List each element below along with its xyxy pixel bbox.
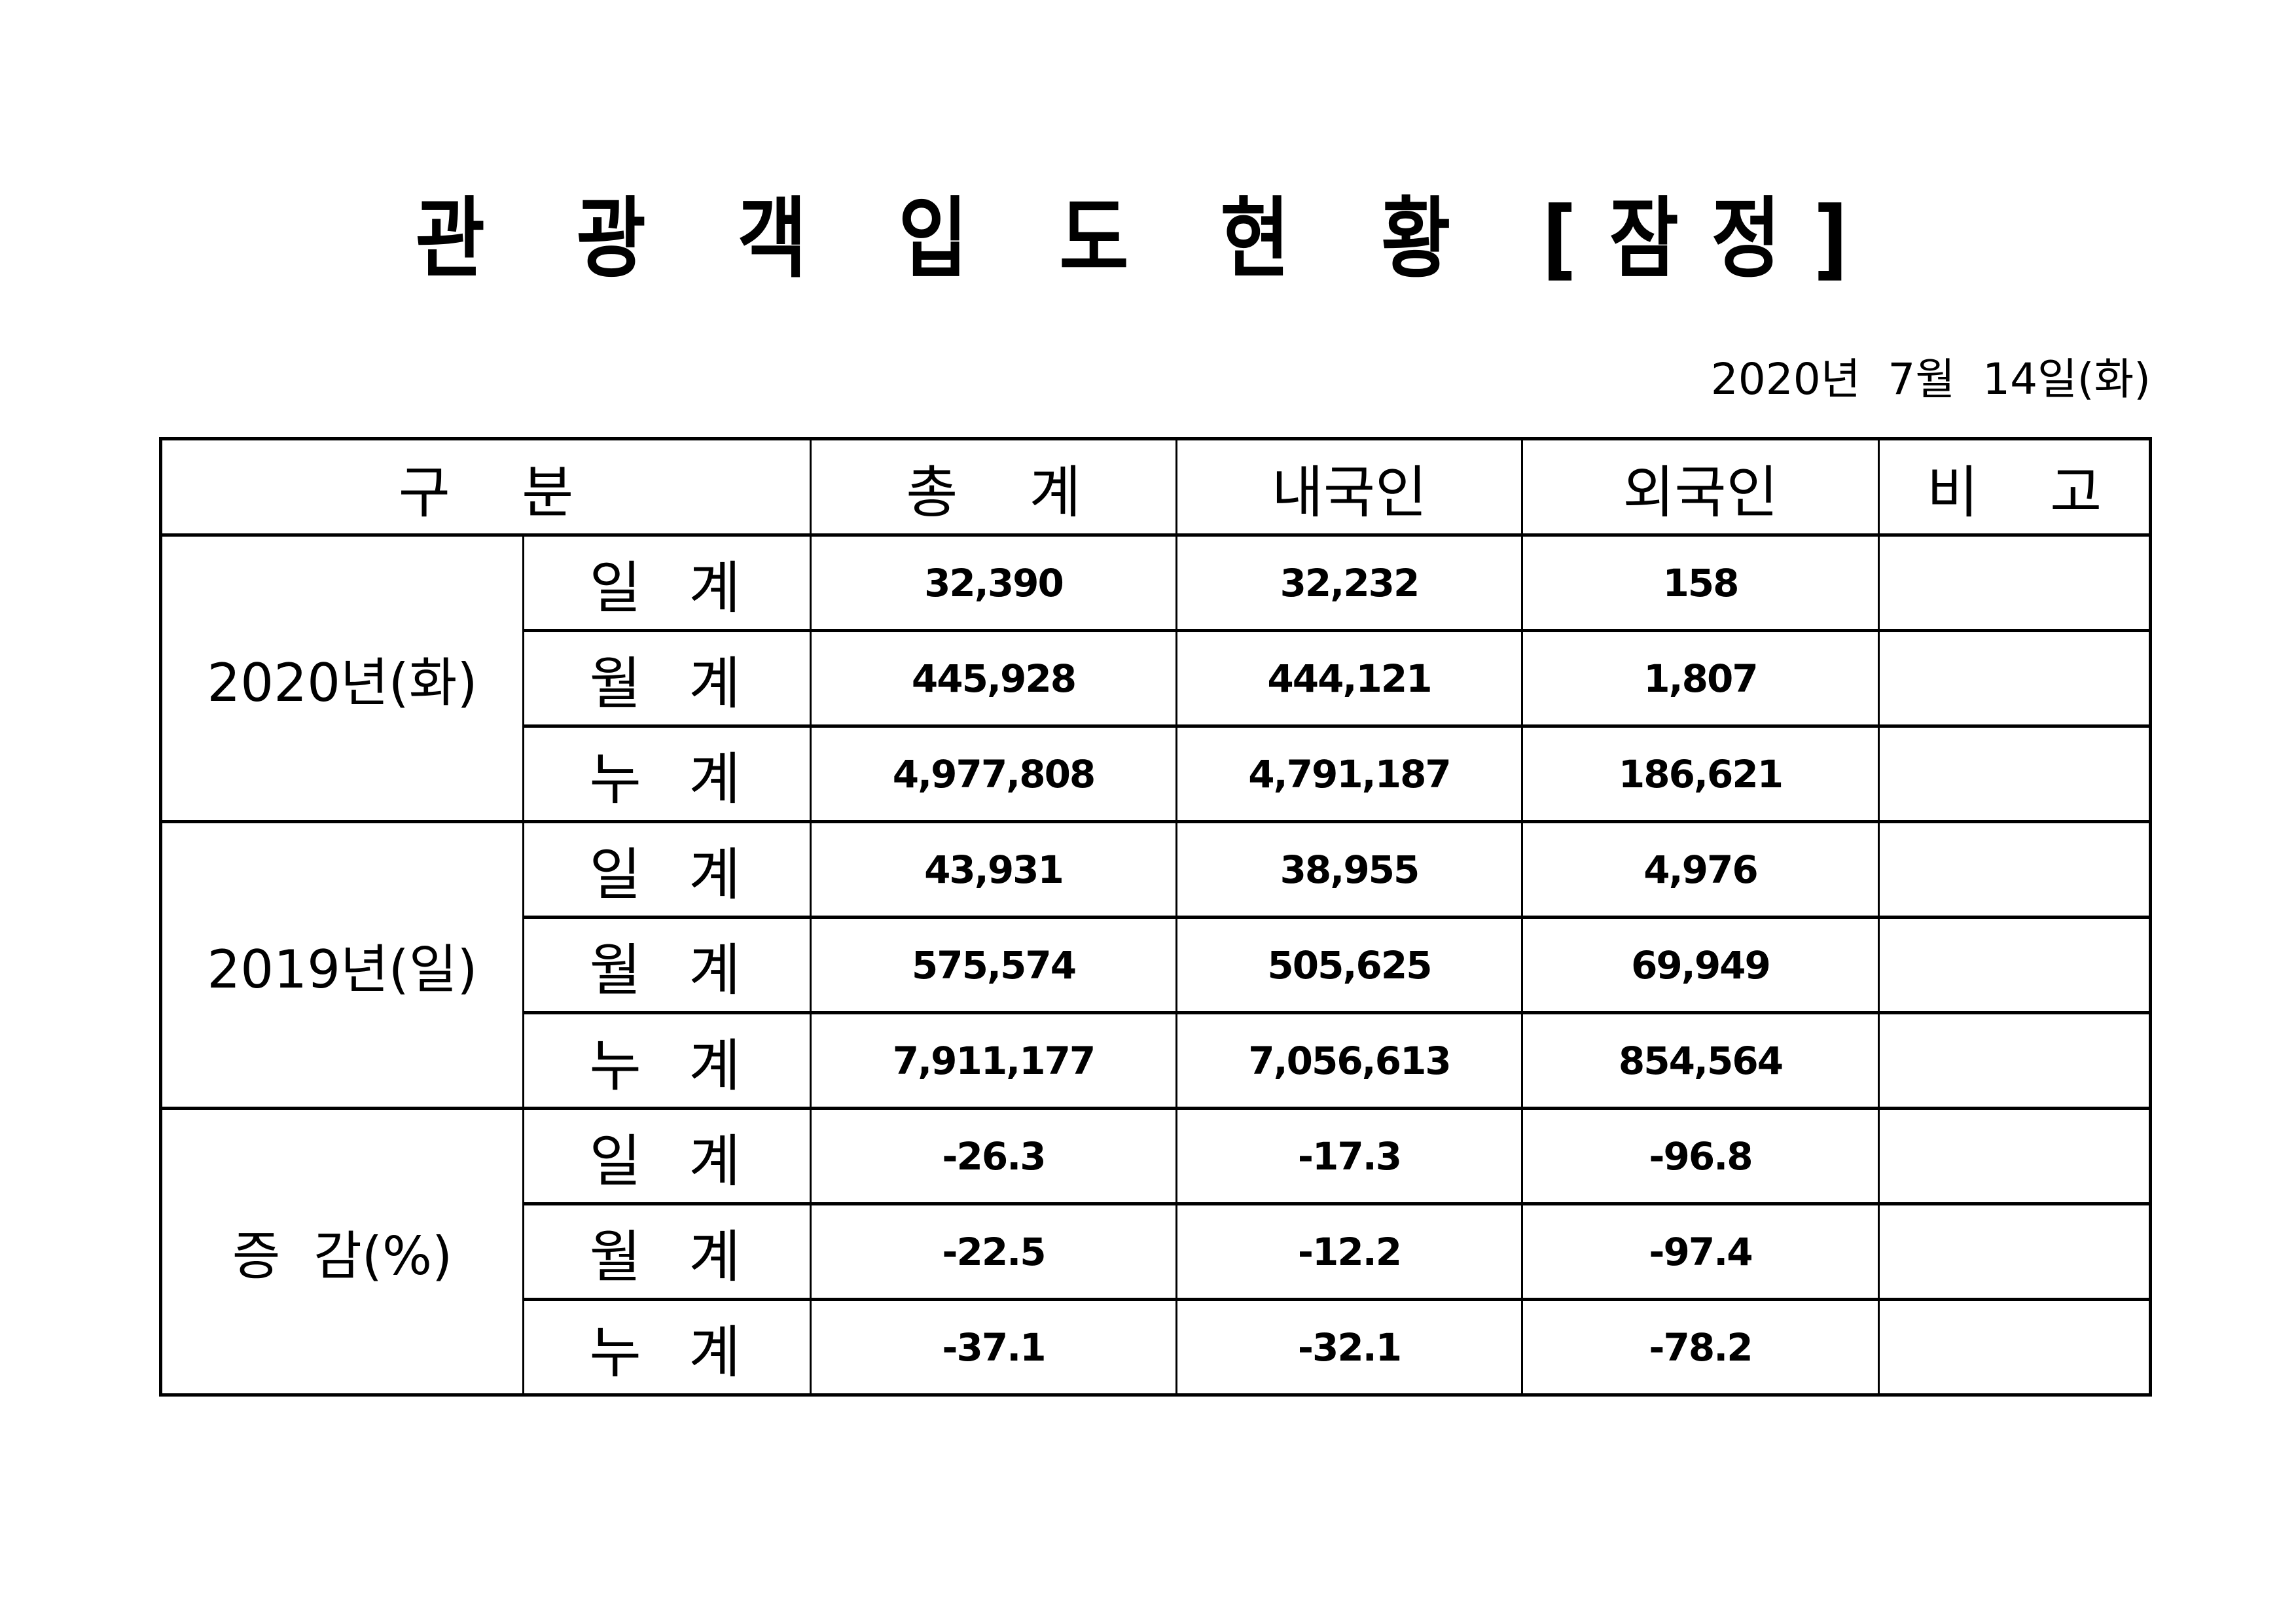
period-label: 월 계 [522, 916, 812, 1014]
table-row: 누 계 -37.1 -32.1 -78.2 [161, 1298, 2151, 1397]
table-row: 2020년(화) 일 계 32,390 32,232 158 [160, 533, 2151, 823]
total-cell: 445,928 [810, 629, 1177, 728]
domestic-cell: -17.3 [1175, 1107, 1523, 1205]
total-cell: 43,931 [810, 820, 1177, 919]
table-row: 월 계 -22.5 -12.2 -97.4 [161, 1202, 2151, 1301]
foreign-cell: 158 [1521, 533, 1880, 632]
header-domestic: 내국인 [1175, 437, 1523, 537]
tourist-arrivals-table: 구 분 총 계 내국인 외국인 비 고 2020년(화) 일 계 32,390 … [159, 437, 2152, 1397]
foreign-cell: 1,807 [1521, 629, 1880, 728]
period-label: 누 계 [522, 1011, 812, 1110]
remarks-cell [1878, 724, 2151, 823]
remarks-cell [1878, 1202, 2151, 1301]
period-label: 누 계 [522, 1298, 812, 1397]
total-cell: -26.3 [810, 1107, 1177, 1205]
total-cell: 575,574 [810, 916, 1177, 1014]
foreign-cell: -96.8 [1521, 1107, 1880, 1205]
domestic-cell: 444,121 [1175, 629, 1523, 728]
header-remarks: 비 고 [1878, 437, 2151, 537]
period-label: 일 계 [522, 533, 812, 632]
foreign-cell: -78.2 [1521, 1298, 1880, 1397]
remarks-cell [1878, 1107, 2151, 1205]
header-foreign: 외국인 [1521, 437, 1880, 537]
domestic-cell: -32.1 [1175, 1298, 1523, 1397]
table-row: 누 계 7,911,177 7,056,613 854,564 [161, 1011, 2151, 1110]
group-label-change-percent: 증 감(%) [160, 1107, 524, 1397]
remarks-cell [1878, 916, 2151, 1014]
domestic-cell: 4,791,187 [1175, 724, 1523, 823]
period-label: 누 계 [522, 724, 812, 823]
header-category: 구 분 [160, 437, 812, 537]
total-cell: -22.5 [810, 1202, 1177, 1301]
period-label: 월 계 [522, 1202, 812, 1301]
domestic-cell: 7,056,613 [1175, 1011, 1523, 1110]
foreign-cell: 186,621 [1521, 724, 1880, 823]
group-label-2019: 2019년(일) [160, 820, 524, 1110]
total-cell: 4,977,808 [810, 724, 1177, 823]
table-row: 2019년(일) 일 계 43,931 38,955 4,976 [160, 820, 2151, 1110]
domestic-cell: 32,232 [1175, 533, 1523, 632]
document-title: 관 광 객 입 도 현 황 [잠정] [415, 188, 1881, 290]
domestic-cell: 505,625 [1175, 916, 1523, 1014]
header-total: 총 계 [810, 437, 1177, 537]
total-cell: 7,911,177 [810, 1011, 1177, 1110]
report-date: 2020년 7월 14일(화) [1710, 354, 2151, 404]
table-row: 누 계 4,977,808 4,791,187 186,621 [161, 724, 2151, 823]
remarks-cell [1878, 533, 2151, 632]
domestic-cell: 38,955 [1175, 820, 1523, 919]
table-row: 증 감(%) 일 계 -26.3 -17.3 -96.8 [160, 1107, 2151, 1397]
remarks-cell [1878, 1011, 2151, 1110]
period-label: 일 계 [522, 1107, 812, 1205]
foreign-cell: 854,564 [1521, 1011, 1880, 1110]
table-row: 월 계 445,928 444,121 1,807 [161, 629, 2151, 728]
remarks-cell [1878, 1298, 2151, 1397]
period-label: 일 계 [522, 820, 812, 919]
remarks-cell [1878, 820, 2151, 919]
remarks-cell [1878, 629, 2151, 728]
period-label: 월 계 [522, 629, 812, 728]
group-label-2020: 2020년(화) [160, 533, 524, 823]
total-cell: -37.1 [810, 1298, 1177, 1397]
total-cell: 32,390 [810, 533, 1177, 632]
foreign-cell: 69,949 [1521, 916, 1880, 1014]
table-row: 월 계 575,574 505,625 69,949 [161, 916, 2151, 1014]
domestic-cell: -12.2 [1175, 1202, 1523, 1301]
foreign-cell: 4,976 [1521, 820, 1880, 919]
header-row: 구 분 총 계 내국인 외국인 비 고 [160, 437, 2151, 537]
foreign-cell: -97.4 [1521, 1202, 1880, 1301]
